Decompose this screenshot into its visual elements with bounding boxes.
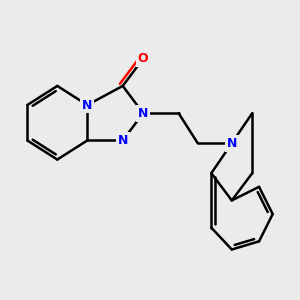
Text: O: O [138, 52, 148, 65]
Text: N: N [226, 137, 237, 150]
Text: N: N [118, 134, 128, 147]
Text: N: N [138, 107, 148, 120]
Text: N: N [82, 98, 92, 112]
